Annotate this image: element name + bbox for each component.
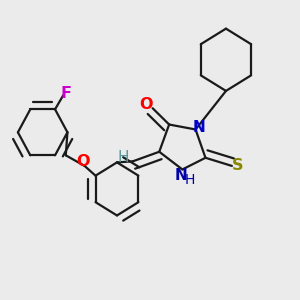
Text: N: N [174, 168, 187, 183]
Text: H: H [184, 173, 195, 187]
Text: F: F [61, 86, 71, 101]
Text: O: O [139, 97, 153, 112]
Text: O: O [76, 154, 90, 169]
Text: N: N [193, 120, 205, 135]
Text: H: H [117, 150, 129, 165]
Text: S: S [232, 158, 244, 173]
